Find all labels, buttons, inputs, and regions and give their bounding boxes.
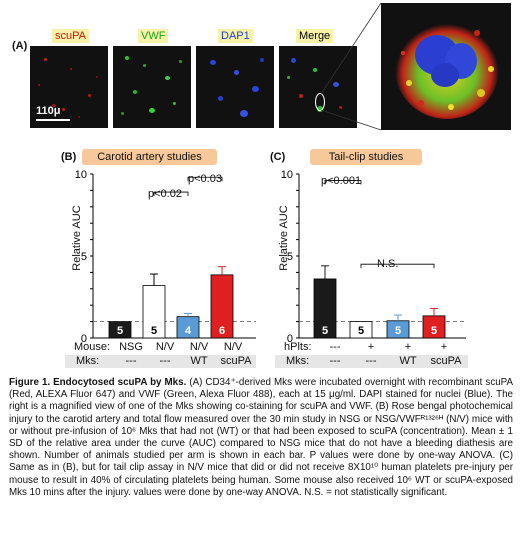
row1-cell: N/V — [189, 341, 209, 353]
row1-label: Mouse: — [74, 341, 111, 353]
pvalue-b-2: p<0.03 — [188, 173, 222, 185]
panel-c-label: (C) — [270, 151, 286, 163]
bar-n-label: 5 — [431, 325, 437, 337]
row2-label: Mks: — [286, 355, 310, 367]
channel-label-vwf: VWF — [138, 29, 169, 43]
row2-cell: --- — [159, 355, 171, 367]
significance-bracket — [324, 180, 362, 185]
row1-cell: N/V — [155, 341, 175, 353]
panel-b-title: Carotid artery studies — [82, 149, 217, 165]
channel-label-dap1: DAP1 — [218, 29, 253, 43]
significance-bracket — [153, 191, 189, 197]
micrograph-scupa — [30, 46, 108, 128]
bar-n-label: 5 — [358, 325, 364, 337]
row1-label: hPlts: — [284, 341, 312, 353]
pvalue-b-1: p<0.02 — [148, 188, 182, 200]
row2-cell: WT — [190, 355, 208, 367]
scale-bar-label: 110μ — [36, 105, 61, 117]
bar — [108, 321, 132, 339]
row2-cell: --- — [329, 355, 341, 367]
pvalue-c-2: N.S. — [377, 258, 399, 270]
chart-tailclip: 0 5 10 5 5 5 5 — [281, 169, 466, 345]
magnified-cell-image — [395, 19, 499, 119]
bar-n-label: 5 — [322, 325, 328, 337]
row2-cell: --- — [365, 355, 377, 367]
row2-cell: WT — [399, 355, 417, 367]
y-tick-label: 10 — [281, 169, 293, 181]
scale-bar — [36, 119, 70, 121]
y-tick-label: 10 — [75, 169, 87, 181]
row2-cell: --- — [125, 355, 137, 367]
row2-cell: scuPA — [220, 355, 252, 367]
row1-cell: + — [367, 341, 375, 353]
caption-heading: Figure 1. Endocytosed scuPA by Mks. — [9, 377, 187, 388]
pvalue-c-1: p<0.001 — [321, 175, 362, 187]
panel-a-label: (A) — [12, 40, 28, 52]
bar — [349, 321, 373, 339]
row1-cell: N/V — [223, 341, 243, 353]
micrograph-dap1 — [196, 46, 274, 128]
row1-cell: + — [440, 341, 448, 353]
y-tick-label: 0 — [287, 333, 293, 345]
magnify-connectors — [320, 2, 382, 131]
row2-cell: scuPA — [430, 355, 462, 367]
significance-bracket — [187, 176, 223, 182]
y-tick-label: 5 — [81, 251, 87, 263]
channel-label-scupa: scuPA — [52, 29, 89, 43]
panel-c-row2: Mks: --- --- WT scuPA — [275, 355, 468, 368]
caption-part-c: (C) Same as in (B), but for tail clip as… — [9, 450, 513, 498]
bar-n-label: 4 — [185, 325, 192, 337]
row1-cell: NSG — [119, 341, 143, 353]
channel-label-merge: Merge — [296, 29, 334, 43]
panel-c-title: Tail-clip studies — [310, 149, 422, 165]
magnify-circle — [315, 93, 325, 111]
figure-caption: Figure 1. Endocytosed scuPA by Mks. (A) … — [9, 377, 513, 499]
panel-c-row1: hPlts: --- + + + — [284, 341, 466, 354]
bar-n-label: 6 — [219, 325, 225, 337]
caption-part-b: (B) Rose bengal photochemical injury to … — [9, 401, 513, 462]
bar-n-label: 5 — [395, 325, 401, 337]
row1-cell: --- — [329, 341, 341, 353]
panel-b-row1: Mouse: NSG N/V N/V N/V — [74, 341, 256, 354]
bar-n-label: 5 — [117, 325, 123, 337]
micrograph-vwf — [113, 46, 191, 128]
caption-part-a: (A) CD34⁺-derived Mks were incubated ove… — [9, 377, 514, 413]
chart-carotid: 0 5 10 5 5 4 6 — [75, 169, 256, 345]
panel-b-row2: Mks: --- --- WT scuPA — [65, 355, 256, 368]
row1-cell: + — [404, 341, 412, 353]
y-tick-label: 5 — [287, 251, 293, 263]
bar-n-label: 5 — [151, 325, 157, 337]
panel-b-label: (B) — [61, 151, 77, 163]
significance-bracket — [360, 263, 435, 269]
y-tick-label: 0 — [81, 333, 87, 345]
micrograph-magnified — [381, 3, 511, 130]
row2-label: Mks: — [76, 355, 100, 367]
